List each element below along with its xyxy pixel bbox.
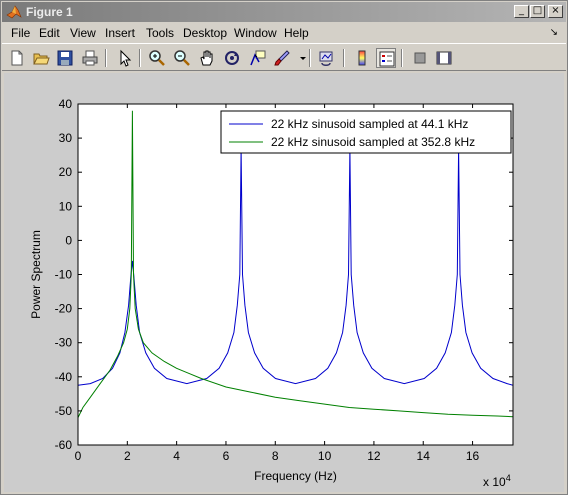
x-tick-label: 0: [75, 449, 82, 463]
x-tick-label: 12: [367, 449, 381, 463]
new-file-icon[interactable]: [7, 48, 27, 68]
x-tick-label: 14: [417, 449, 431, 463]
toolbar-separator: [343, 49, 345, 67]
plot-svg: 0 2 4 6 8 10 12 14 16 -60 -50 -40 -30 -20 -10 0 10 20 30 40…: [29, 97, 514, 489]
y-tick-label: 10: [59, 199, 73, 213]
legend[interactable]: 22 kHz sinusoid sampled at 44.1 kHz 22 k…: [220, 110, 512, 154]
open-folder-icon[interactable]: [31, 48, 51, 68]
series-line-1: [78, 110, 513, 418]
menubar-dock-arrow-icon[interactable]: ↘: [549, 27, 558, 38]
legend-box: [220, 110, 512, 154]
y-tick-label: -60: [55, 438, 73, 452]
x-tick-label: 16: [466, 449, 480, 463]
x-tick-label: 10: [318, 449, 332, 463]
menu-insert[interactable]: Insert: [105, 26, 136, 40]
x-axis-label: Frequency (Hz): [254, 469, 337, 483]
maximize-button[interactable]: □: [530, 5, 545, 18]
y-tick-label: -50: [55, 404, 73, 418]
figure-canvas: 0 2 4 6 8 10 12 14 16 -60 -50 -40 -30 -20 -10 0 10 20 30 40…: [4, 73, 564, 492]
x-axis-exponent-base: x 10: [483, 475, 506, 489]
x-tick-label: 6: [223, 449, 230, 463]
y-axis-label: Power Spectrum: [29, 230, 43, 319]
y-tick-label: -40: [55, 370, 73, 384]
zoom-out-icon[interactable]: [172, 48, 192, 68]
menu-desktop[interactable]: Desktop: [183, 26, 228, 40]
menu-tools[interactable]: Tools: [146, 26, 175, 40]
y-tick-label: 20: [59, 165, 73, 179]
close-button[interactable]: ×: [548, 5, 563, 18]
brush-dropdown-chevron-down-icon[interactable]: [293, 48, 306, 68]
figure-toolbar: [2, 43, 566, 71]
y-tick-label: -10: [55, 268, 73, 282]
pointer-icon[interactable]: [115, 48, 135, 68]
toolbar-separator: [309, 49, 311, 67]
show-plot-tools-icon[interactable]: [434, 48, 454, 68]
x-tick-label: 4: [173, 449, 180, 463]
toolbar-separator: [139, 49, 141, 67]
legend-entry-44k: 22 kHz sinusoid sampled at 44.1 kHz: [271, 117, 468, 131]
y-tick-label: 40: [59, 97, 73, 111]
y-tick-label: 30: [59, 131, 73, 145]
axes-background[interactable]: [78, 104, 513, 445]
colorbar-icon[interactable]: [352, 48, 372, 68]
x-tick-label: 2: [124, 449, 131, 463]
menu-file[interactable]: File: [11, 26, 31, 40]
brush-icon[interactable]: [272, 48, 292, 68]
y-tick-label: 0: [65, 233, 72, 247]
data-cursor-icon[interactable]: [247, 48, 267, 68]
x-tick-label: 8: [272, 449, 279, 463]
print-icon[interactable]: [80, 48, 100, 68]
link-plot-icon[interactable]: [317, 48, 337, 68]
y-tick-label: -30: [55, 336, 73, 350]
menu-bar: File Edit View Insert Tools Desktop Wind…: [2, 23, 566, 43]
y-tick-label: -20: [55, 302, 73, 316]
hide-plot-tools-icon[interactable]: [410, 48, 430, 68]
series-line-0: [78, 148, 513, 386]
menu-view[interactable]: View: [70, 26, 96, 40]
rotate-3d-icon[interactable]: [222, 48, 242, 68]
legend-icon[interactable]: [376, 48, 396, 68]
toolbar-separator: [105, 49, 107, 67]
matlab-logo-icon: [6, 5, 22, 19]
zoom-in-icon[interactable]: [147, 48, 167, 68]
minimize-button[interactable]: _: [514, 5, 529, 18]
title-bar[interactable]: Figure 1 _ □ ×: [2, 2, 566, 22]
x-axis-exponent: x 104: [483, 473, 511, 489]
x-axis-exponent-power: 4: [506, 473, 511, 483]
toolbar-separator: [401, 49, 403, 67]
window-title: Figure 1: [26, 5, 73, 19]
menu-edit[interactable]: Edit: [39, 26, 60, 40]
menu-window[interactable]: Window: [234, 26, 277, 40]
menu-help[interactable]: Help: [284, 26, 309, 40]
save-icon[interactable]: [55, 48, 75, 68]
pan-hand-icon[interactable]: [197, 48, 217, 68]
legend-entry-352k: 22 kHz sinusoid sampled at 352.8 kHz: [271, 135, 475, 149]
